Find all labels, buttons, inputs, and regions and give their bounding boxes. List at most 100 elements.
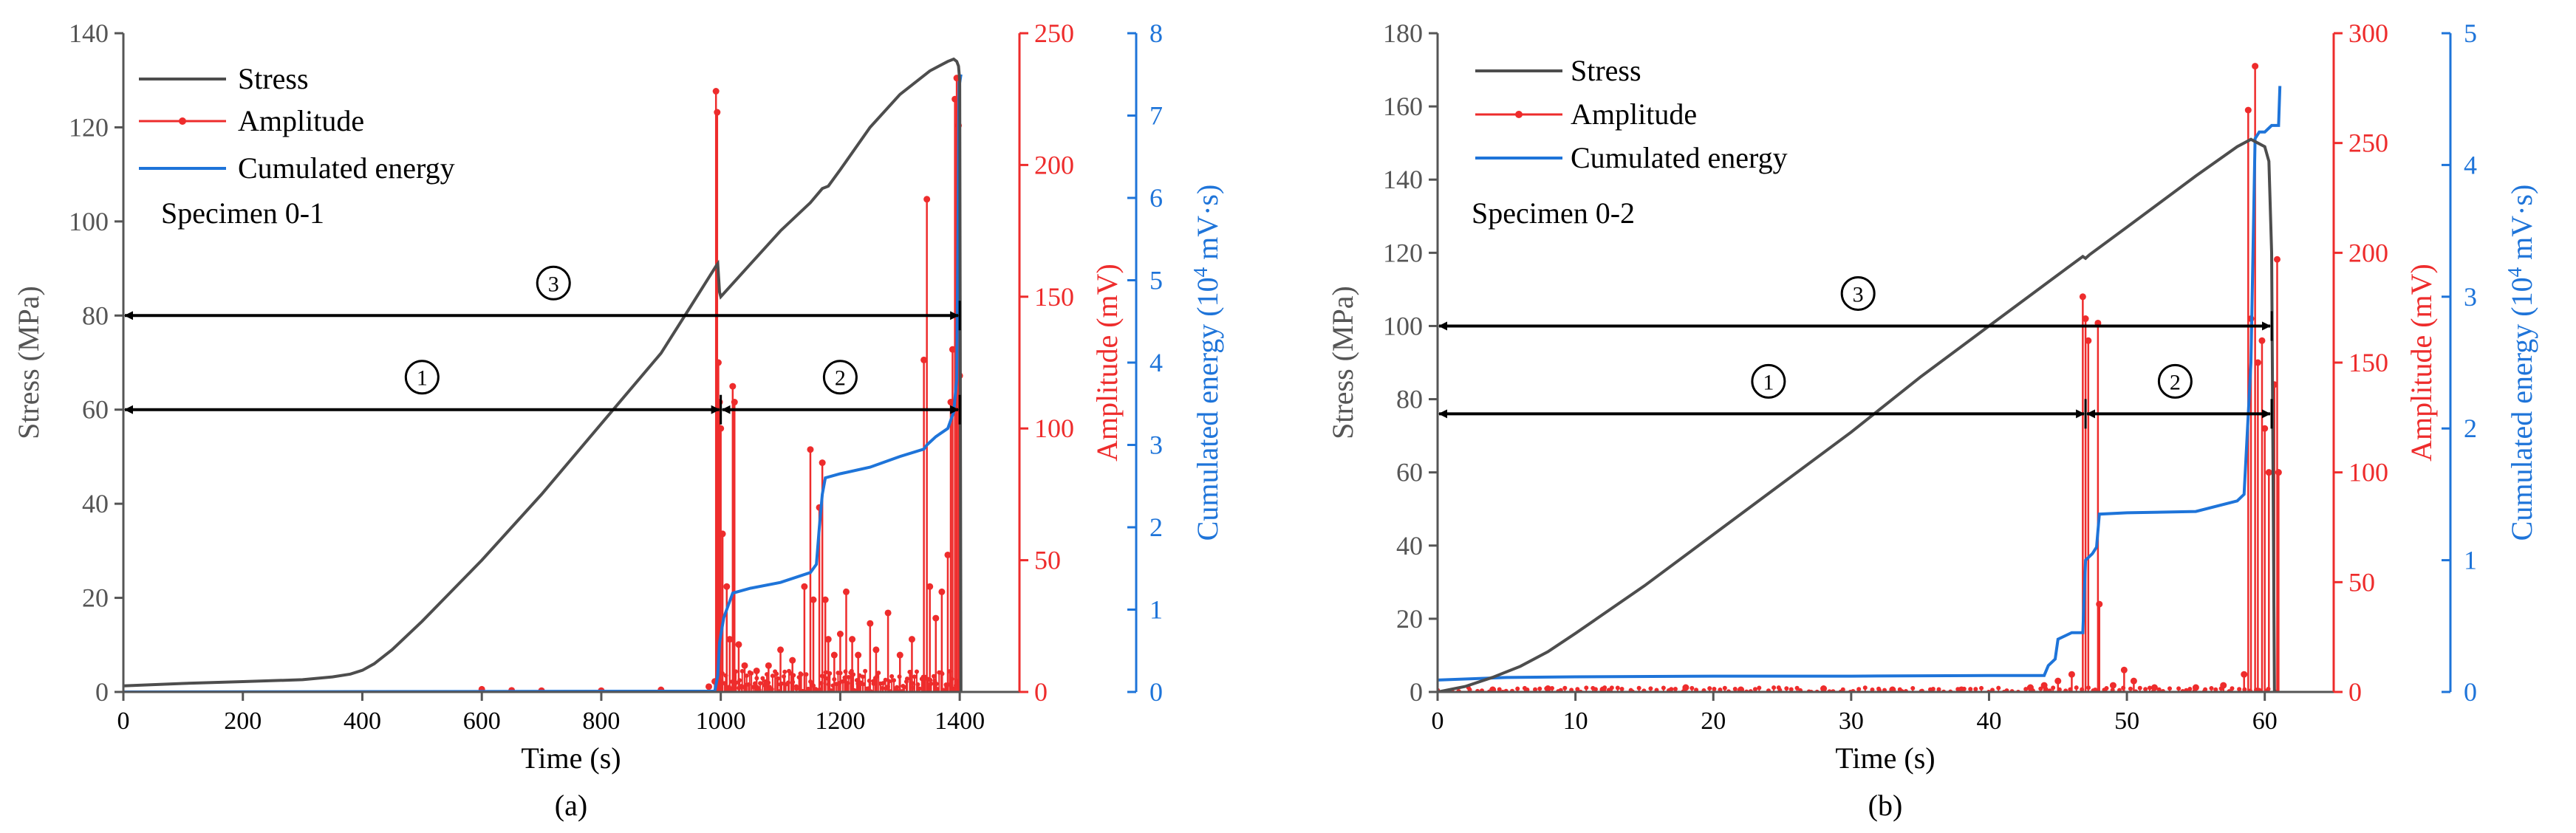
legend-stress-label: Stress [1571,54,1641,87]
amplitude-spike-marker [2054,677,2062,685]
amplitude-spike-marker [2079,293,2086,301]
amplitude-noise-marker [1584,685,1589,690]
energy-tick-label: 0 [1149,677,1163,707]
amplitude-spike-marker [920,356,928,363]
panel-b-stress-axis-label: Stress (MPa) [1326,286,1359,439]
stress-tick-label: 40 [1396,531,1423,561]
amplitude-tick-label: 150 [1034,282,1074,312]
energy-tick-label: 3 [2464,282,2477,312]
amplitude-noise-marker [915,682,920,687]
panel-a-stage-annotations: 1 2 3 [124,265,961,425]
stress-tick-label: 100 [1383,311,1423,340]
chart-panel-b: 0 10 20 30 40 50 60020406080100120140160180050… [1326,18,2538,822]
amplitude-spike-marker [2261,425,2269,432]
x-tick-label: 10 [1563,707,1588,735]
amplitude-tick-label: 250 [2348,128,2388,158]
panel-b-ticks: 0 10 20 30 40 50 60020406080100120140160180050… [1383,18,2477,735]
amplitude-noise-marker [876,671,881,676]
x-tick-label: 800 [582,707,620,735]
amplitude-series [478,75,963,692]
energy-tick-label: 2 [2464,414,2477,443]
amplitude-spike-marker [872,646,880,654]
amplitude-spike-marker [716,399,723,406]
x-tick-label: 400 [344,707,381,735]
amplitude-noise-marker [1515,686,1520,691]
amplitude-spike-marker [1489,686,1497,692]
amplitude-spike-marker [1820,685,1828,692]
amplitude-noise-marker [794,686,799,691]
amplitude-spike-marker [1738,686,1745,692]
amplitude-spike-marker [2150,684,2158,691]
x-tick-label: 1000 [696,707,746,735]
amplitude-spike-marker [717,425,725,432]
panel-b-energy-axis-label: Cumulated energy (104 mV·s) [2504,185,2538,541]
energy-tick-label: 1 [1149,595,1163,625]
amplitude-noise-marker [892,678,897,683]
chart-panel-a: 0 200 400 600 800 1000 1200 1400020406080100120… [12,18,1224,822]
amplitude-noise-marker [758,681,763,686]
amplitude-spike-marker [719,530,726,538]
amplitude-noise-marker [1973,687,1978,692]
stress-tick-label: 0 [1410,677,1423,707]
amplitude-noise-marker [1615,685,1620,690]
panel-b-specimen-label: Specimen 0-2 [1472,196,1635,230]
x-tick-label: 600 [463,707,501,735]
stress-tick-label: 40 [82,489,109,518]
amplitude-noise-marker [860,674,865,679]
legend-energy-label: Cumulated energy [1571,141,1788,174]
amplitude-noise-marker [1910,686,1916,691]
amplitude-spike-marker [705,683,712,690]
amplitude-noise-marker [2230,686,2235,691]
panel-a-specimen-label: Specimen 0-1 [161,196,324,230]
panel-a-legend: Stress Amplitude Cumulated energy [139,62,455,185]
amplitude-tick-label: 300 [2348,18,2388,48]
stress-tick-label: 100 [69,207,109,236]
amplitude-spike-marker [2192,684,2199,691]
stage-label: 3 [1853,282,1864,306]
amplitude-noise-marker [2074,685,2079,690]
panel-a-ticks: 0 200 400 600 800 1000 1200 1400020406080100120… [69,18,1163,735]
stress-tick-label: 80 [1396,385,1423,414]
amplitude-noise-marker [1752,687,1757,692]
amplitude-noise-marker [770,673,775,679]
panel-a-plot-area [123,57,963,692]
energy-tick-label: 2 [1149,513,1163,542]
stress-tick-label: 140 [69,18,109,48]
amplitude-noise-marker [1636,685,1641,690]
amplitude-noise-marker [1537,686,1542,691]
amplitude-noise-marker [2093,687,2098,692]
x-tick-label: 30 [1839,707,1864,735]
amplitude-spike-marker [2241,671,2248,678]
amplitude-noise-marker [902,685,907,690]
amplitude-spike-marker [731,399,738,406]
amplitude-noise-marker [904,676,909,682]
amplitude-noise-marker [1784,686,1789,691]
amplitude-noise-marker [1467,687,1472,692]
amplitude-noise-marker [1661,685,1666,690]
stage-label-circle [404,360,440,395]
amplitude-noise-marker [2051,685,2056,690]
amplitude-noise-marker [912,674,917,679]
energy-tick-label: 6 [1149,183,1163,213]
stage-label: 2 [2170,370,2181,394]
amplitude-tick-label: 150 [2348,348,2388,377]
amplitude-noise-marker [2156,687,2162,692]
stage-label: 2 [835,366,846,391]
amplitude-spike-marker [830,651,838,659]
energy-tick-label: 4 [2464,150,2477,179]
amplitude-spike-marker [884,609,892,617]
legend-amplitude-label: Amplitude [238,104,364,137]
amplitude-spike-marker [1599,686,1607,692]
amplitude-noise-marker [2023,687,2029,692]
amplitude-spike-marker [1958,686,1965,692]
amplitude-noise-marker [1619,687,1624,692]
panel-b-legend: Stress Amplitude Cumulated energy [1475,54,1788,174]
amplitude-noise-marker [1996,685,2001,690]
amplitude-noise-marker [2203,687,2208,692]
stage-label: 3 [548,272,559,296]
amplitude-spike-marker [789,657,796,664]
amplitude-noise-marker [2137,685,2142,690]
stress-tick-label: 0 [95,677,109,707]
energy-tick-label: 8 [1149,18,1163,48]
amplitude-noise-marker [2209,686,2214,691]
